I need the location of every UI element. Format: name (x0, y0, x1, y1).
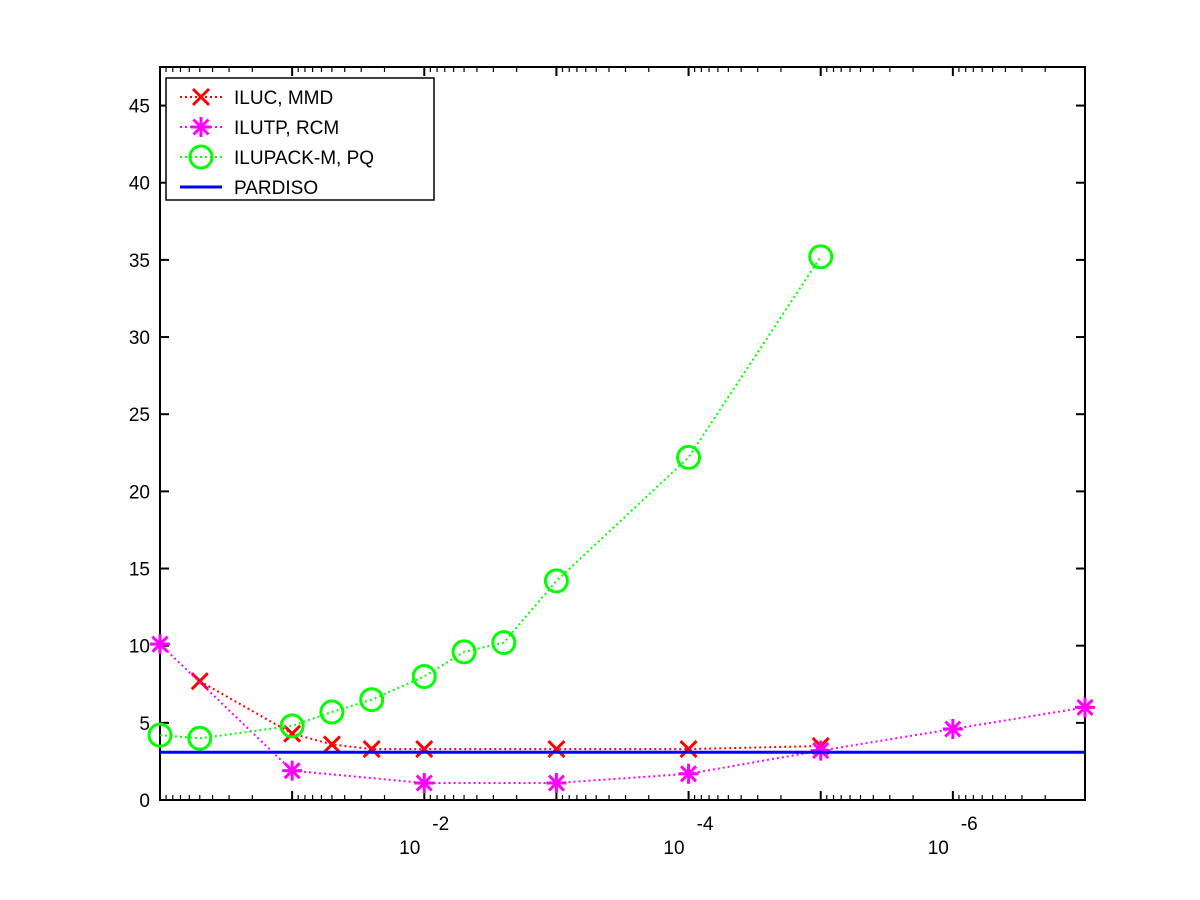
y-tick-label: 10 (129, 637, 150, 658)
legend-marker (191, 87, 211, 107)
legend-box (165, 77, 435, 201)
y-tick-label: 0 (139, 791, 150, 812)
data-point (678, 763, 699, 784)
asterisk-stroke (944, 720, 962, 738)
x-marker-stroke (679, 740, 698, 759)
data-point (322, 735, 341, 754)
x-marker-stroke (190, 672, 209, 691)
x-tick-label-exponent: -6 (961, 814, 978, 835)
data-point (147, 722, 173, 748)
asterisk-stroke (1076, 698, 1094, 716)
y-tick-label: 5 (139, 714, 150, 735)
legend-item: PARDISO (180, 178, 318, 199)
data-point (282, 760, 303, 781)
data-point (808, 244, 834, 270)
data-point (676, 444, 702, 470)
data-point (547, 740, 566, 759)
data-point (942, 719, 963, 740)
y-tick-label: 30 (129, 328, 150, 349)
y-tick-label: 35 (129, 251, 150, 272)
legend-label: ILUPACK-M, PQ (234, 148, 374, 169)
asterisk-stroke (192, 118, 210, 136)
asterisk-stroke (680, 765, 698, 783)
x-marker-stroke (191, 87, 211, 107)
data-point (283, 724, 302, 743)
legend-item: ILUTP, RCM (180, 117, 339, 139)
legend-marker (191, 117, 211, 137)
data-point (1075, 697, 1095, 718)
data-point (679, 740, 698, 759)
legend-marker (188, 144, 214, 170)
asterisk-stroke (283, 762, 301, 780)
legend-item: ILUPACK-M, PQ (180, 144, 374, 170)
x-tick-label-exponent: -2 (432, 814, 449, 835)
data-point (411, 664, 437, 690)
asterisk-stroke (812, 742, 830, 760)
x-marker-stroke (547, 740, 566, 759)
data-point (150, 634, 170, 655)
x-marker-stroke (322, 735, 341, 754)
data-point (546, 773, 567, 794)
asterisk-stroke (415, 774, 433, 792)
plot-frame (159, 66, 1086, 801)
data-point (279, 713, 305, 739)
series-line (159, 256, 822, 740)
data-point (810, 740, 831, 761)
legend-label: ILUC, MMD (234, 88, 333, 109)
data-point (491, 630, 517, 656)
y-tick-label: 15 (129, 560, 150, 581)
y-tick-label: 45 (129, 97, 150, 118)
legend-item: ILUC, MMD (180, 87, 333, 109)
y-tick-label: 40 (129, 174, 150, 195)
y-tick-label: 20 (129, 482, 150, 503)
y-tick-label: 25 (129, 405, 150, 426)
x-tick-label-base: 10 (928, 838, 949, 859)
data-point (543, 568, 569, 594)
asterisk-stroke (151, 635, 169, 653)
x-tick-label-exponent: -4 (697, 814, 714, 835)
series-1 (150, 634, 1095, 794)
data-point (359, 687, 385, 713)
series-line (159, 643, 1086, 784)
legend-label: PARDISO (234, 178, 318, 199)
x-marker-stroke (362, 740, 381, 759)
data-point (319, 699, 345, 725)
data-point (187, 725, 213, 751)
data-point (362, 740, 381, 759)
legend: ILUC, MMD ILUTP, RCM ILUPACK-M, PQ PARDISO (165, 77, 435, 201)
data-point (414, 773, 435, 794)
series-2 (147, 244, 834, 751)
data-point (415, 740, 434, 759)
x-tick-label-base: 10 (663, 838, 684, 859)
data-point (451, 639, 477, 665)
x-marker-stroke (415, 740, 434, 759)
x-tick-label-base: 10 (399, 838, 420, 859)
asterisk-stroke (547, 774, 565, 792)
x-marker-stroke (283, 724, 302, 743)
legend-label: ILUTP, RCM (234, 118, 339, 139)
